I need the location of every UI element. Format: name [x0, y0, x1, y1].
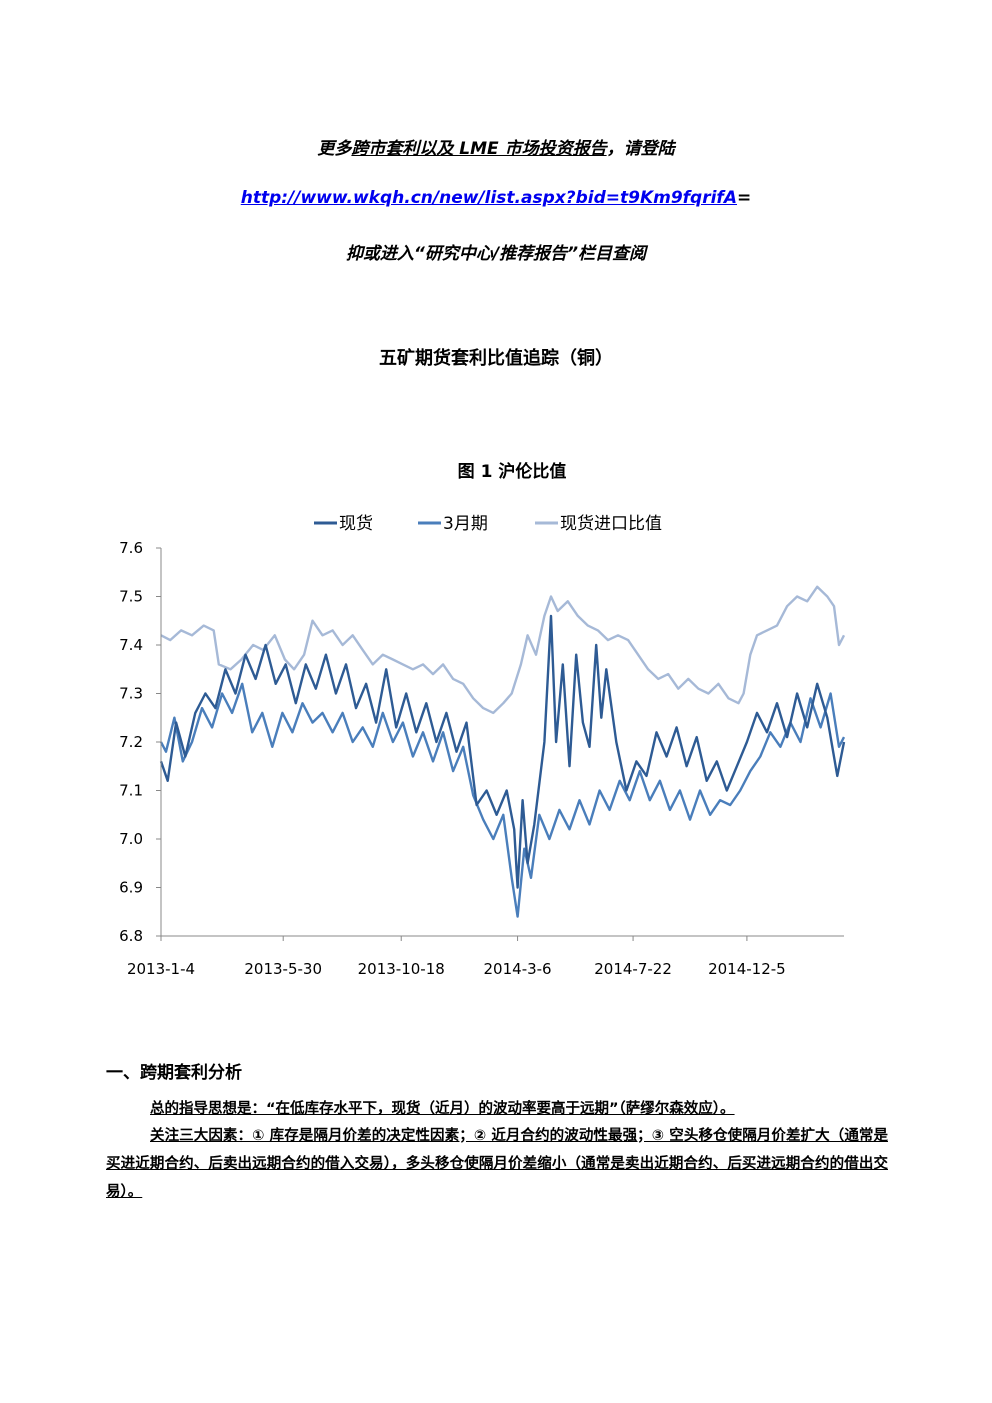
x-tick-label: 2014-3-6: [484, 960, 552, 978]
y-tick-label: 7.6: [119, 539, 143, 557]
document-title: 五矿期货套利比值追踪（铜）: [379, 348, 613, 369]
y-tick-label: 7.4: [119, 636, 143, 654]
url-suffix: =: [737, 188, 752, 208]
y-tick-label: 7.5: [119, 588, 143, 606]
section-heading: 一、跨期套利分析: [106, 1063, 242, 1083]
y-tick-label: 6.9: [119, 879, 143, 897]
y-tick-label: 7.1: [119, 782, 143, 800]
paragraph-guiding-principle: 总的指导思想是：“在低库存水平下，现货（近月）的波动率要高于远期”（萨缪尔森效应…: [150, 1101, 735, 1117]
paragraph-three-factors: 关注三大因素：① 库存是隔月价差的决定性因素；② 近月合约的波动性最强；③ 空头…: [106, 1128, 888, 1200]
x-tick-label: 2014-7-22: [594, 960, 672, 978]
x-tick-label: 2013-10-18: [358, 960, 445, 978]
y-tick-label: 7.0: [119, 830, 143, 848]
website-link[interactable]: http://www.wkqh.cn/new/list.aspx?bid=t9K…: [240, 188, 737, 208]
promo-line-3: 抑或进入“研究中心/推荐报告”栏目查阅: [345, 244, 647, 264]
x-tick-label: 2013-1-4: [127, 960, 195, 978]
promo-prefix: 更多: [317, 139, 352, 159]
y-tick-label: 7.3: [119, 685, 143, 703]
chart-title: 图 1 沪伦比值: [458, 461, 567, 482]
legend-label-0: 现货: [339, 514, 373, 534]
series-line-1: [159, 682, 846, 918]
legend-label-1: 3月期: [443, 514, 488, 534]
axes-layer: 7.6 7.5 7.4 7.3 7.2 7.1 7.0 6.9 6.8 2013-1-4 2013-…: [119, 539, 844, 978]
x-tick-label: 2013-5-30: [244, 960, 322, 978]
x-tick-label: 2014-12-5: [708, 960, 786, 978]
y-tick-label: 7.2: [119, 733, 143, 751]
chart-legend: 现货 3月期 现货进口比值: [314, 514, 662, 534]
promo-report-link[interactable]: 跨市套利以及 LME 市场投资报告: [351, 139, 607, 159]
y-tick-label: 6.8: [119, 927, 143, 945]
ratio-line-chart: 图 1 沪伦比值 现货 3月期 现货进口比值 7.67.57.47.37.27.17…: [119, 461, 846, 978]
series-line-2: [160, 585, 846, 715]
series-layer: [159, 585, 846, 918]
promo-line-2: http://www.wkqh.cn/new/list.aspx?bid=t9K…: [0, 188, 992, 208]
promo-suffix: ，请登陆: [606, 139, 675, 159]
legend-label-2: 现货进口比值: [560, 514, 662, 534]
series-line-0: [159, 614, 846, 889]
promo-line-1: 更多跨市套利以及 LME 市场投资报告，请登陆: [0, 134, 992, 159]
